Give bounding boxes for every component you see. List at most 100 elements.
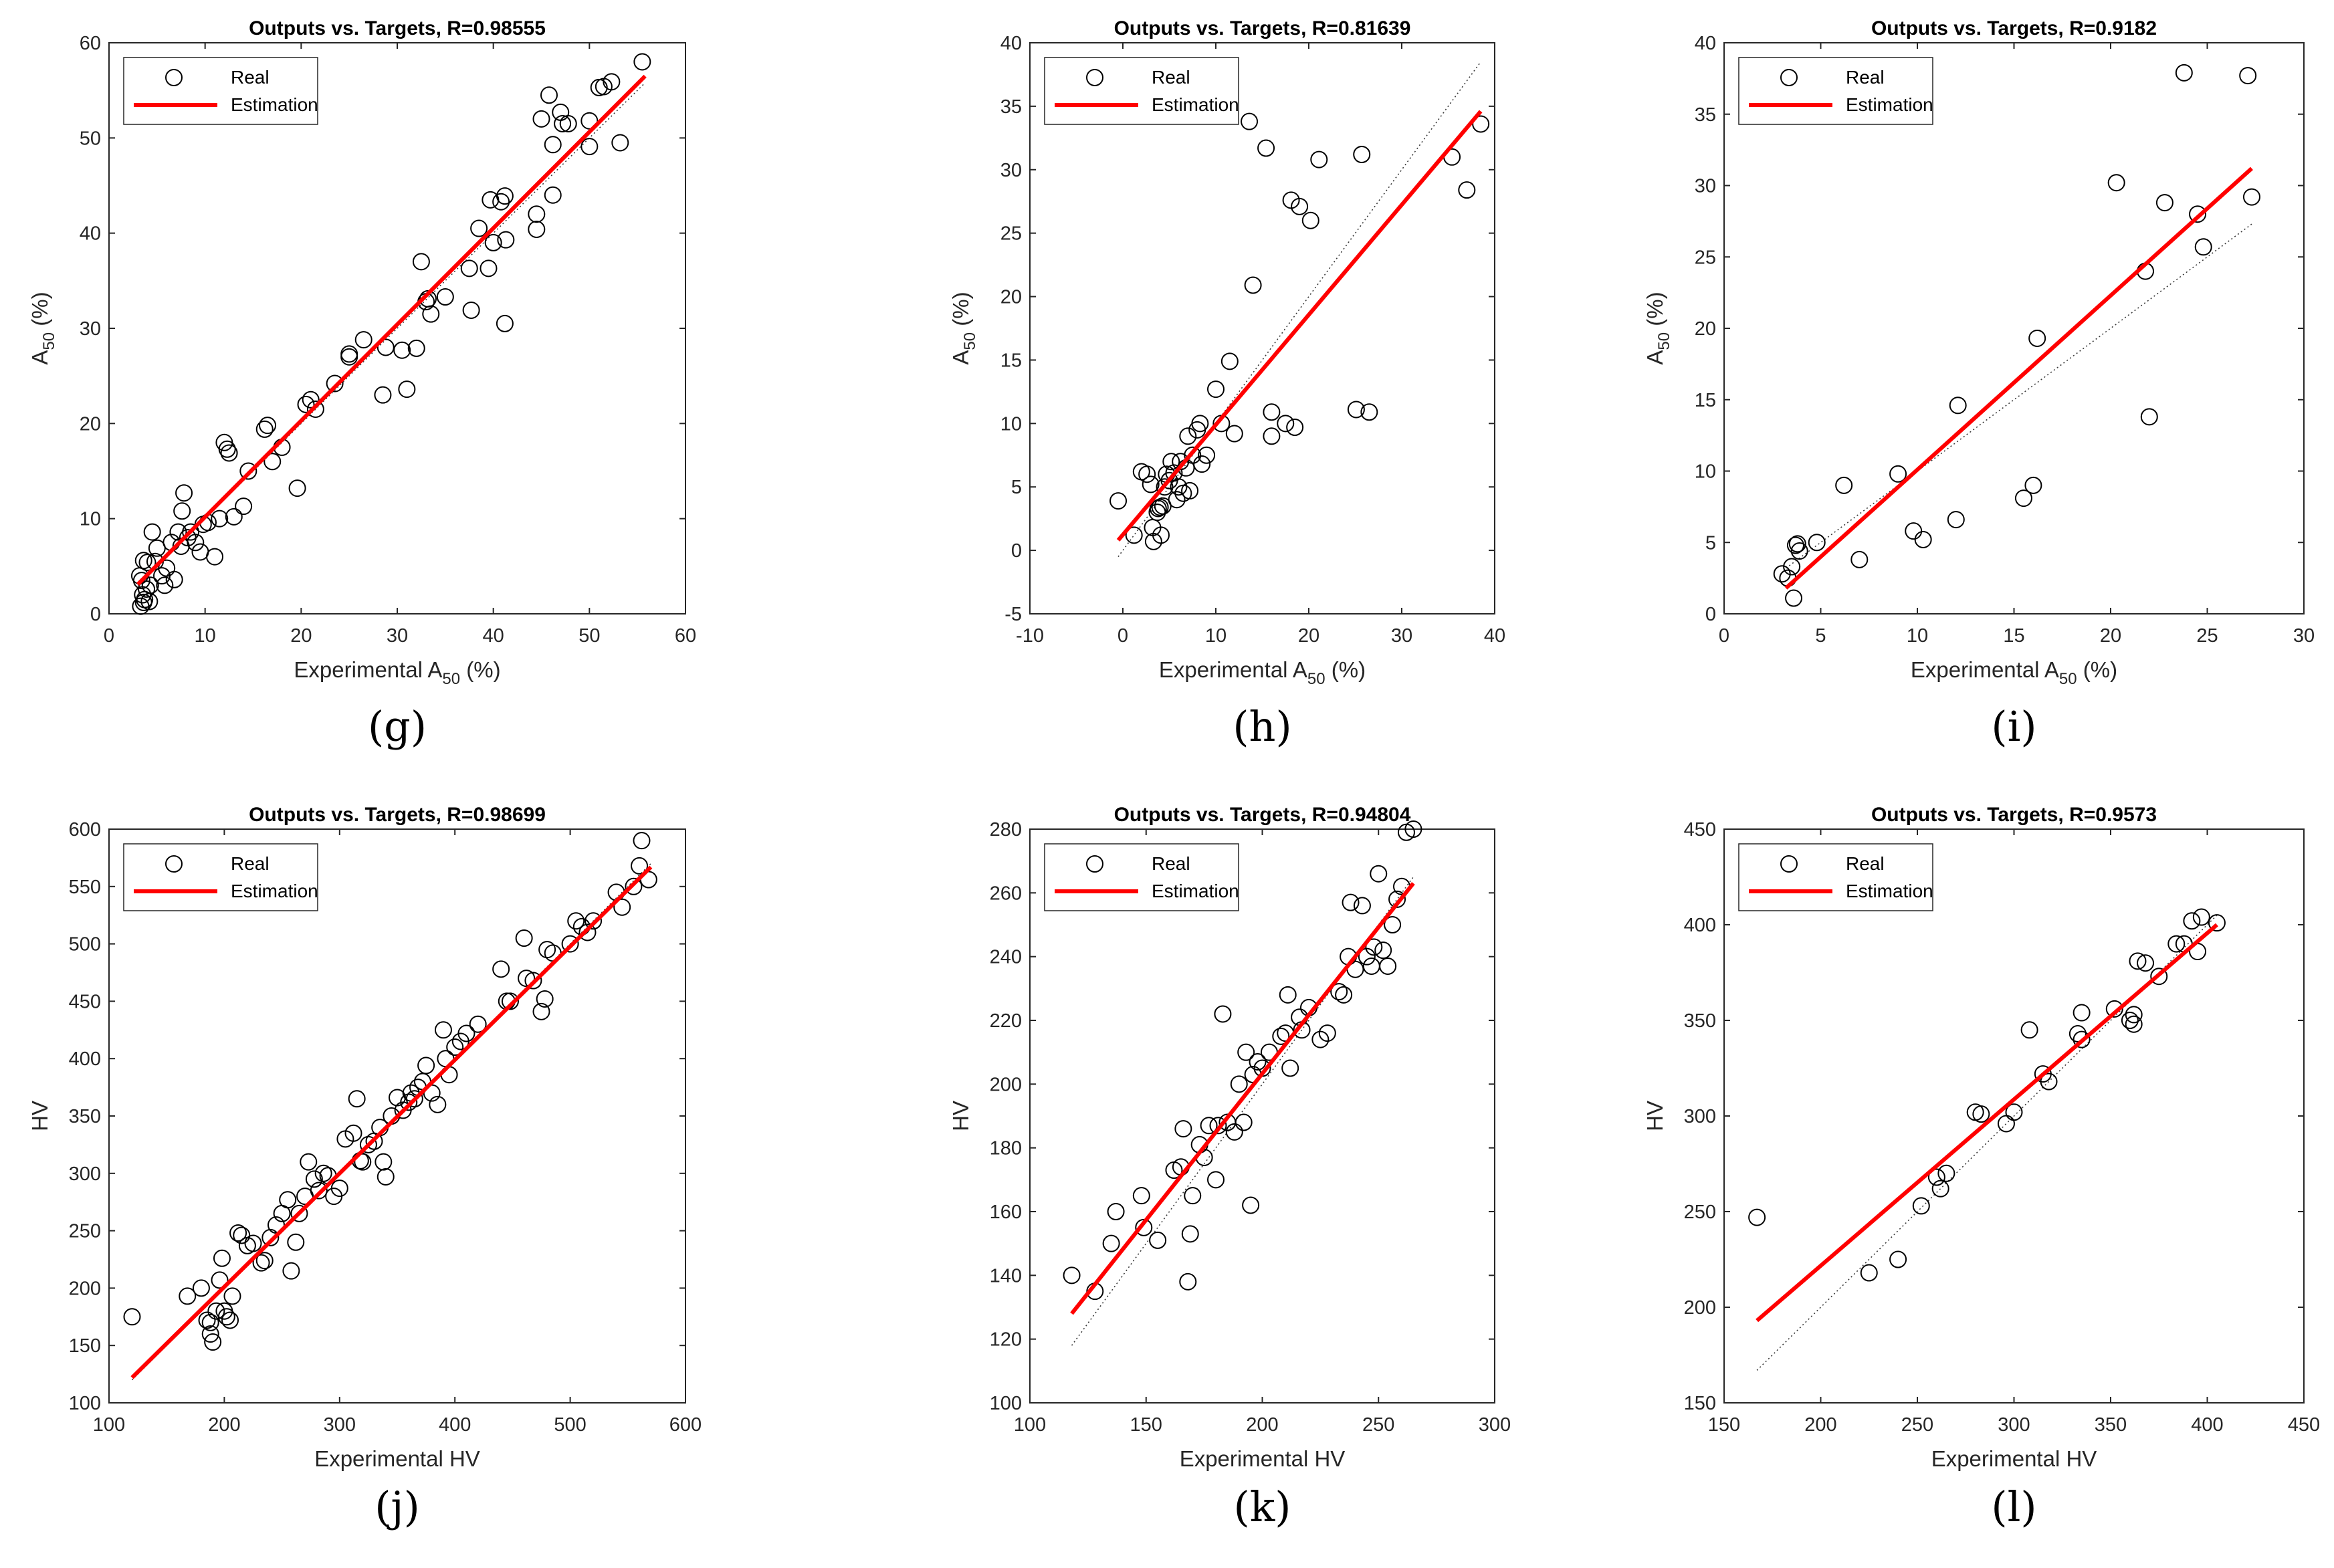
legend-label-real: Real: [231, 67, 270, 88]
data-point: [263, 453, 282, 471]
data-point: [1179, 427, 1197, 445]
y-tick-label: 260: [990, 883, 1022, 904]
data-point: [1342, 893, 1360, 911]
data-point: [460, 259, 478, 277]
y-tick-label: 10: [1000, 413, 1022, 435]
data-point: [501, 992, 519, 1010]
x-tick-label: 250: [1362, 1414, 1394, 1436]
y-tick-label: 450: [69, 991, 101, 1012]
data-point: [305, 1170, 323, 1188]
y-axis-label: HV: [27, 1101, 52, 1131]
data-point: [2175, 64, 2193, 82]
data-point: [1788, 535, 1806, 553]
data-point: [1773, 565, 1791, 583]
y-tick-label: 280: [990, 819, 1022, 841]
data-point: [2125, 1015, 2143, 1033]
panel-label: (h): [1233, 702, 1291, 751]
x-tick-label: 250: [1901, 1414, 1933, 1436]
x-tick-label: -10: [1016, 625, 1044, 647]
data-point: [524, 972, 542, 990]
data-point: [1138, 465, 1156, 483]
legend-marker-real: [165, 69, 183, 86]
legend-label-estimation: Estimation: [1846, 881, 1933, 901]
data-point: [561, 935, 579, 953]
data-point: [252, 1254, 270, 1272]
data-point: [1353, 146, 1371, 164]
x-tick-label: 150: [1130, 1414, 1162, 1436]
data-point: [1912, 1197, 1930, 1215]
x-tick-label: 50: [578, 625, 600, 647]
legend-box: [1044, 57, 1239, 125]
data-point: [1835, 476, 1853, 494]
chart-title: Outputs vs. Targets, R=0.9182: [1871, 17, 2157, 39]
data-point: [141, 576, 159, 594]
x-tick-label: 20: [290, 625, 312, 647]
legend-label-estimation: Estimation: [231, 881, 318, 901]
data-point: [201, 1313, 219, 1331]
data-point: [255, 420, 274, 438]
data-point: [1135, 1218, 1153, 1236]
data-point: [1235, 1113, 1253, 1131]
identity-line: [137, 82, 646, 586]
y-tick-label: 35: [1000, 96, 1022, 118]
data-point: [290, 1204, 308, 1222]
x-tick-label: 40: [483, 625, 504, 647]
data-point: [255, 1252, 274, 1270]
data-point: [1937, 1164, 1955, 1182]
data-point: [567, 912, 585, 930]
data-point: [631, 857, 649, 875]
data-point: [211, 1271, 229, 1289]
data-point: [393, 341, 411, 359]
data-point: [1241, 112, 1259, 130]
y-tick-label: 300: [69, 1163, 101, 1185]
estimation-line: [1116, 110, 1483, 542]
y-tick-label: 200: [69, 1278, 101, 1299]
legend-label-real: Real: [1152, 67, 1190, 88]
data-point: [2020, 1021, 2038, 1039]
legend-marker-real: [1086, 855, 1103, 873]
data-point: [2189, 205, 2207, 223]
data-point: [1365, 938, 1383, 956]
y-tick-label: 30: [80, 318, 101, 340]
y-tick-label: 30: [1695, 176, 1716, 197]
data-point: [211, 510, 229, 528]
panel-label: (l): [1991, 1482, 2036, 1531]
y-tick-label: 200: [1684, 1297, 1716, 1319]
y-tick-label: 10: [80, 509, 101, 530]
data-point: [165, 570, 183, 588]
data-point: [1277, 415, 1295, 433]
data-point: [138, 580, 156, 598]
data-point: [239, 462, 257, 480]
data-point: [578, 923, 597, 941]
data-point: [1808, 534, 1826, 552]
y-tick-label: 180: [990, 1138, 1022, 1159]
data-point: [532, 110, 550, 128]
data-point: [220, 444, 238, 462]
data-point: [625, 877, 643, 895]
data-point: [1783, 558, 1801, 576]
data-point: [2150, 968, 2168, 986]
x-tick-label: 30: [387, 625, 408, 647]
data-point: [1149, 1231, 1167, 1249]
data-point: [348, 1090, 366, 1108]
y-tick-label: 250: [1684, 1202, 1716, 1223]
y-tick-label: 60: [80, 33, 101, 54]
data-point: [198, 1311, 216, 1329]
data-point: [1207, 1171, 1225, 1189]
data-point: [221, 1311, 239, 1329]
data-point: [2137, 954, 2155, 972]
legend-label-estimation: Estimation: [1846, 94, 1933, 115]
x-axis-label: Experimental A50 (%): [1159, 657, 1366, 688]
legend-marker-real: [1780, 855, 1798, 873]
chart-title: Outputs vs. Targets, R=0.94804: [1114, 804, 1411, 826]
data-point: [633, 53, 651, 71]
data-point: [1063, 1266, 1081, 1284]
data-point: [1149, 499, 1167, 518]
x-tick-label: 30: [1391, 625, 1412, 647]
data-point: [585, 912, 603, 930]
data-point: [1244, 276, 1262, 294]
data-point: [1221, 352, 1239, 370]
data-point: [156, 576, 174, 594]
data-point: [470, 219, 488, 237]
